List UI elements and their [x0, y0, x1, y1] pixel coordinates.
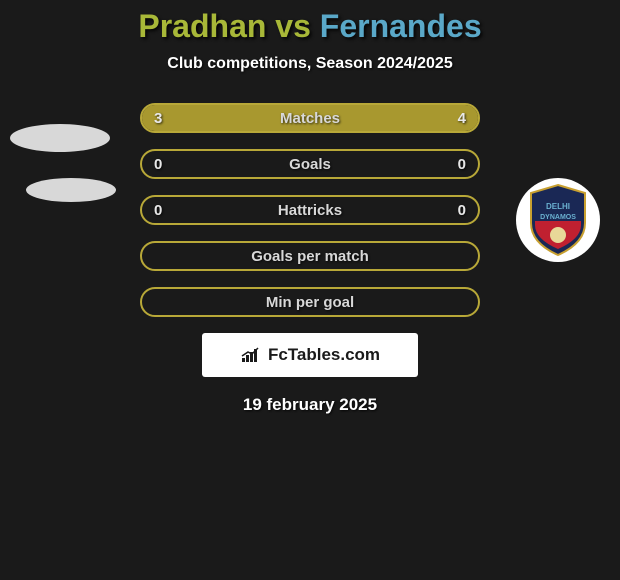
subtitle: Club competitions, Season 2024/2025: [0, 55, 620, 73]
shield-icon: DELHI DYNAMOS: [525, 183, 591, 257]
stat-row: 3 4 Matches: [140, 103, 480, 133]
comparison-card: Pradhan vs Fernandes Club competitions, …: [0, 0, 620, 415]
stat-left-value: 3: [154, 110, 162, 127]
team-badge: DELHI DYNAMOS: [516, 178, 600, 262]
stat-label: Min per goal: [266, 294, 354, 311]
player1-name: Pradhan: [138, 8, 266, 44]
stat-row: 0 0 Goals: [140, 149, 480, 179]
stat-row: Min per goal: [140, 287, 480, 317]
stat-right-value: 4: [458, 110, 466, 127]
chart-icon: [240, 346, 262, 364]
stat-label: Goals per match: [251, 248, 369, 265]
stat-label: Hattricks: [278, 202, 342, 219]
stat-label: Goals: [289, 156, 331, 173]
badge-text-bot: DYNAMOS: [540, 214, 576, 221]
player2-name: Fernandes: [320, 8, 482, 44]
badge-text-top: DELHI: [546, 202, 570, 211]
date: 19 february 2025: [0, 395, 620, 415]
player1-placeholder-2: [26, 178, 116, 202]
stat-left-value: 0: [154, 156, 162, 173]
player1-placeholder-1: [10, 124, 110, 152]
fctables-logo[interactable]: FcTables.com: [202, 333, 418, 377]
badge-shield: DELHI DYNAMOS: [525, 183, 591, 257]
vs-text: vs: [266, 8, 319, 44]
stat-label: Matches: [280, 110, 340, 127]
stat-row: 0 0 Hattricks: [140, 195, 480, 225]
stat-right-value: 0: [458, 202, 466, 219]
page-title: Pradhan vs Fernandes: [0, 8, 620, 45]
stat-row: Goals per match: [140, 241, 480, 271]
stat-right-value: 0: [458, 156, 466, 173]
stat-left-value: 0: [154, 202, 162, 219]
logo-text: FcTables.com: [268, 345, 380, 365]
